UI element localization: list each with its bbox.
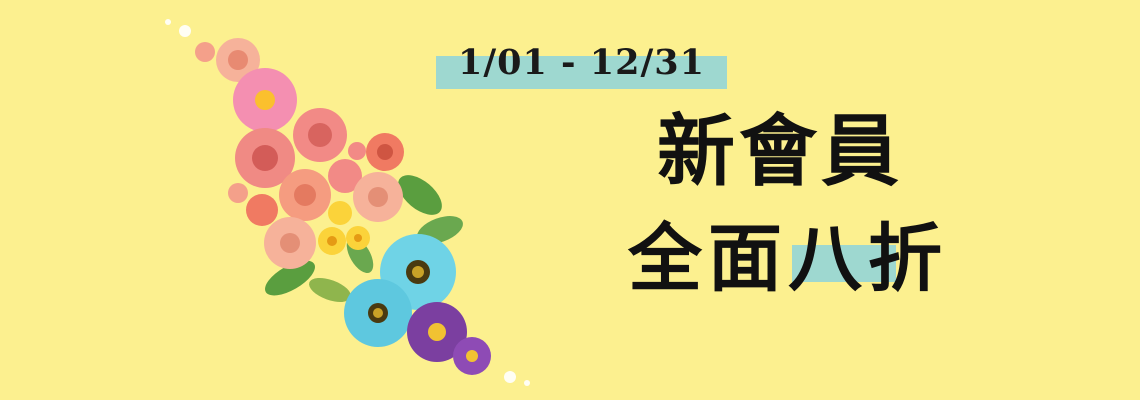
date-range: 1/01 - 12/31 [458, 42, 705, 83]
date-highlight-band [436, 56, 727, 89]
headline-new-member: 新會員 [656, 106, 903, 197]
discount-highlight-band [792, 245, 896, 282]
headline-discount: 全面八折 [628, 216, 948, 302]
